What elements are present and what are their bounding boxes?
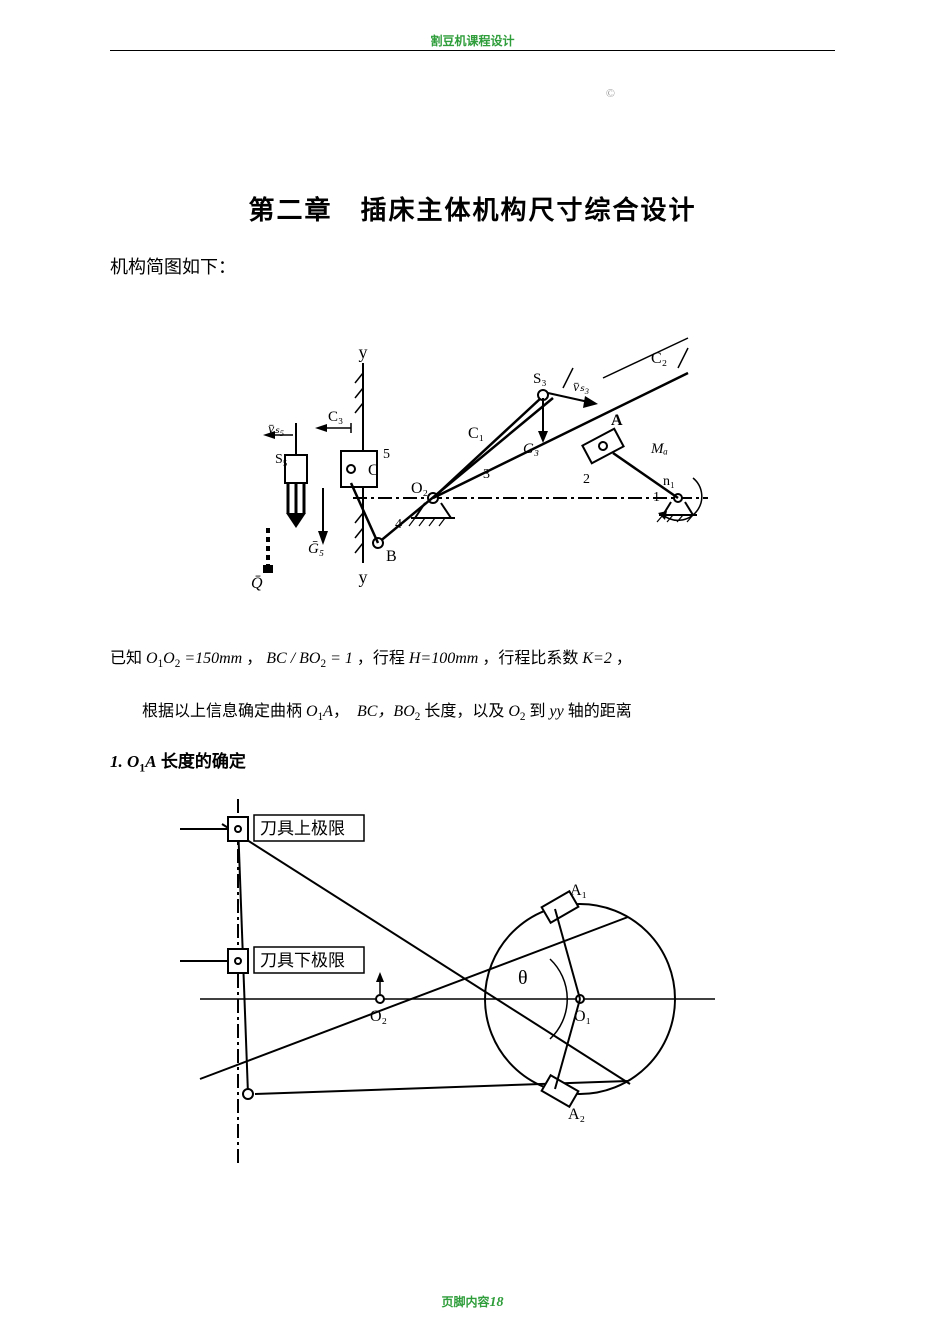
svg-text:n₁: n₁ (663, 474, 675, 489)
svg-text:2: 2 (583, 472, 590, 487)
svg-text:4: 4 (395, 517, 402, 532)
svg-text:A: A (611, 412, 623, 429)
header-rule (110, 50, 835, 51)
svg-text:C₁: C₁ (468, 425, 484, 442)
mechanism-diagram: y y O₂ (233, 303, 713, 603)
footer-prefix: 页脚内容 (441, 1295, 489, 1309)
known-conditions: 已知 O1O2 =150mm ， BC / BO2 = 1 ，行程 H=100m… (110, 643, 835, 676)
svg-text:S₃: S₃ (533, 371, 547, 387)
geometry-diagram: O₁ O₂ A₁ (160, 789, 720, 1169)
svg-text:刀具上极限: 刀具上极限 (260, 819, 345, 838)
intro-paragraph: 机构简图如下： (110, 251, 835, 283)
section-1-heading: 1. O1A 长度的确定 (110, 747, 835, 775)
svg-text:y: y (358, 342, 367, 362)
svg-text:y: y (358, 567, 367, 587)
svg-text:B: B (386, 548, 397, 565)
svg-text:C₃: C₃ (328, 409, 343, 425)
svg-text:1: 1 (653, 490, 660, 505)
svg-text:Mₐ: Mₐ (650, 441, 668, 457)
svg-text:3: 3 (483, 467, 490, 482)
header-text: 割豆机课程设计 (430, 34, 514, 48)
corner-mark: © (606, 86, 615, 101)
svg-text:v̄ₛ₃: v̄ₛ₃ (573, 380, 589, 395)
page-number: 18 (490, 1295, 504, 1310)
svg-text:Ḡ₅: Ḡ₅ (308, 541, 324, 557)
page-header: 割豆机课程设计 (0, 32, 945, 49)
svg-text:C: C (368, 462, 379, 479)
svg-text:C₂: C₂ (651, 350, 667, 367)
svg-text:S₅: S₅ (275, 452, 288, 467)
svg-text:O₂: O₂ (411, 480, 428, 497)
svg-text:G₃: G₃ (523, 441, 539, 457)
svg-text:A₂: A₂ (568, 1106, 585, 1123)
instruction-line: 根据以上信息确定曲柄 O1A， BC，BO2 长度，以及 O2 到 yy 轴的距… (110, 696, 835, 729)
svg-text:θ: θ (518, 967, 528, 989)
page-footer: 页脚内容18 (0, 1293, 945, 1311)
svg-text:刀具下极限: 刀具下极限 (260, 951, 345, 970)
svg-text:A₁: A₁ (570, 882, 587, 899)
svg-text:5: 5 (383, 447, 390, 462)
chapter-title: 第二章 插床主体机构尺寸综合设计 (110, 190, 835, 227)
svg-text:Q̄: Q̄ (251, 575, 263, 592)
content-area: 第二章 插床主体机构尺寸综合设计 机构简图如下： y y (110, 190, 835, 1169)
